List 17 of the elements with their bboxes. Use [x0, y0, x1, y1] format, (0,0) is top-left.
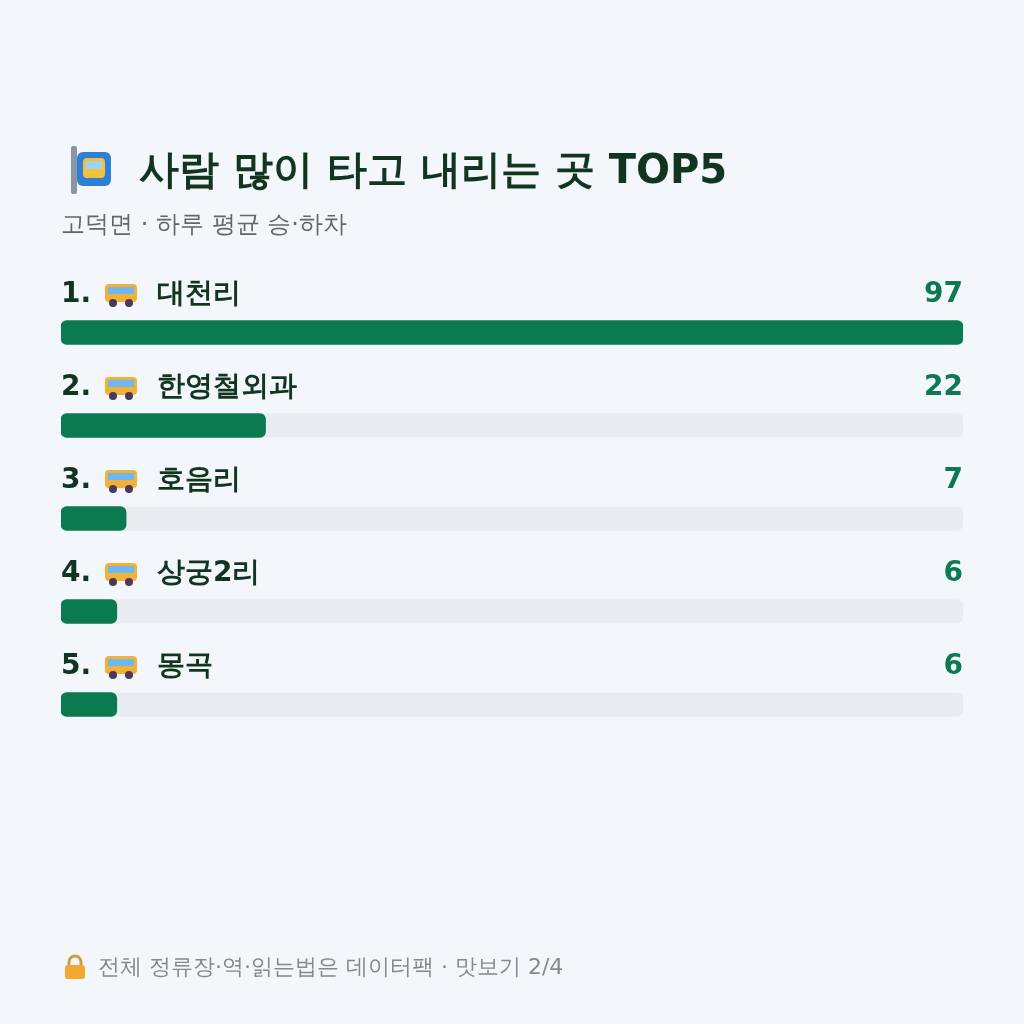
data-label: 6	[943, 554, 963, 588]
text: 전체 정류장·역·읽는법은 데이터팩 · 맛보기 2/4	[98, 953, 564, 981]
data-label: 97	[924, 275, 963, 309]
category-label: 2. 한영철외과	[61, 368, 297, 402]
chart-subtitle: 고덕면 · 하루 평균 승·하차	[61, 209, 347, 240]
bar	[61, 413, 266, 438]
bar	[61, 692, 118, 717]
category-label: 3. 호음리	[61, 461, 241, 495]
data-label: 22	[924, 368, 963, 402]
chart-title: 사람 많이 타고 내리는 곳 TOP5	[139, 145, 728, 194]
category-label: 4. 상궁2리	[61, 554, 261, 588]
category-label: 1. 대천리	[61, 275, 241, 309]
data-label: 7	[943, 461, 963, 495]
category-label: 5. 몽곡	[61, 647, 213, 681]
data-label: 6	[943, 647, 963, 681]
bar	[61, 599, 118, 624]
bar	[61, 506, 127, 531]
